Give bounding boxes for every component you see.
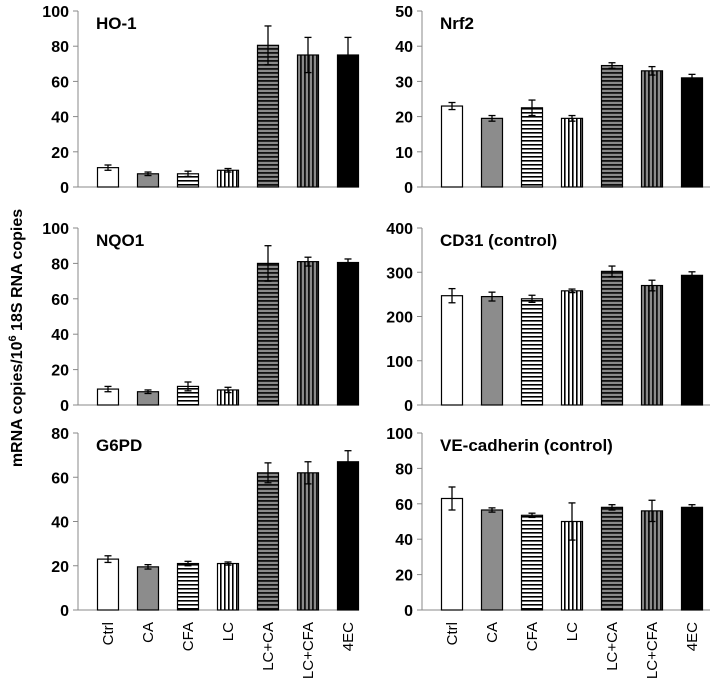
panel-1: 0 10 20 30 40 50 Nrf2 <box>395 4 710 197</box>
x-category-label: Ctrl <box>100 622 117 645</box>
bar-4ec <box>336 261 360 406</box>
y-tick-label: 0 <box>60 398 69 415</box>
bar-4ec <box>680 77 704 188</box>
bar-lc <box>560 290 584 406</box>
bar-lc <box>216 169 240 188</box>
y-tick-label: 100 <box>386 354 413 371</box>
panel-4: 0 20 40 60 80 G6PD <box>51 426 360 620</box>
panel-title: G6PD <box>96 436 142 455</box>
bar-lc <box>560 117 584 188</box>
bar-ca <box>136 566 160 611</box>
panel-title: VE-cadherin (control) <box>440 436 613 455</box>
y-tick-label: 40 <box>51 110 69 127</box>
panel-title: CD31 (control) <box>440 231 557 250</box>
bar-lc <box>216 562 240 611</box>
x-category-label: CFA <box>524 622 541 651</box>
bar-4ec <box>680 506 704 611</box>
y-tick-label: 40 <box>395 532 413 549</box>
y-tick-label: 60 <box>51 74 69 91</box>
y-tick-label: 40 <box>395 39 413 56</box>
bar-ctrl <box>440 497 464 611</box>
y-tick-label: 20 <box>51 559 69 576</box>
y-tick-label: 40 <box>51 515 69 532</box>
bar-lc-cfa <box>640 70 664 188</box>
y-tick-label: 60 <box>395 497 413 514</box>
bar-ctrl <box>440 105 464 188</box>
y-tick-label: 0 <box>404 398 413 415</box>
y-tick-label: 20 <box>395 110 413 127</box>
bar-lc-ca <box>600 270 624 406</box>
x-category-label: 4EC <box>340 622 357 651</box>
bar-cfa <box>520 514 544 611</box>
y-tick-label: 60 <box>51 292 69 309</box>
y-tick-label: 0 <box>60 603 69 620</box>
y-tick-label: 20 <box>51 145 69 162</box>
panel-title: NQO1 <box>96 231 144 250</box>
bar-lc-cfa <box>640 284 664 406</box>
bar-lc-ca <box>600 64 624 188</box>
x-category-label: CFA <box>180 622 197 651</box>
y-axis-label: mRNA copies/106 18S RNA copies <box>7 209 26 467</box>
y-tick-label: 100 <box>42 4 69 21</box>
panel-0: 0 20 40 60 80 100 HO-1 <box>42 4 360 197</box>
x-category-label: LC+CFA <box>644 622 661 679</box>
x-category-label: LC <box>564 622 581 641</box>
y-tick-label: 20 <box>51 363 69 380</box>
y-tick-label: 80 <box>51 39 69 56</box>
y-tick-label: 300 <box>386 265 413 282</box>
bar-ctrl <box>440 295 464 406</box>
y-tick-label: 0 <box>60 180 69 197</box>
y-tick-label: 80 <box>395 461 413 478</box>
bar-ca <box>480 509 504 611</box>
bar-lc-ca <box>256 44 280 188</box>
bar-lc-cfa <box>640 510 664 611</box>
panel-title: HO-1 <box>96 14 137 33</box>
bar-lc-cfa <box>296 472 320 611</box>
x-category-label: 4EC <box>684 622 701 651</box>
x-category-label: LC <box>220 622 237 641</box>
y-tick-label: 0 <box>404 180 413 197</box>
bar-lc-ca <box>256 262 280 406</box>
x-category-label: LC+CA <box>604 622 621 671</box>
bar-lc-ca <box>600 506 624 611</box>
bar-4ec <box>336 461 360 611</box>
y-tick-label: 100 <box>386 426 413 443</box>
bar-ctrl <box>96 558 120 611</box>
x-category-label: LC+CA <box>260 622 277 671</box>
y-tick-label: 20 <box>395 568 413 585</box>
y-tick-label: 50 <box>395 4 413 21</box>
bar-4ec <box>336 54 360 188</box>
y-tick-label: 10 <box>395 145 413 162</box>
panel-5: 0 20 40 60 80 100 VE-cadherin (control) <box>386 426 710 620</box>
bar-lc-ca <box>256 472 280 611</box>
y-tick-label: 60 <box>51 470 69 487</box>
x-category-label: CA <box>484 622 501 643</box>
panel-3: 0 100 200 300 400 CD31 (control) <box>386 221 710 415</box>
panel-2: 0 20 40 60 80 100 NQO1 <box>42 221 360 415</box>
bar-ca <box>480 295 504 406</box>
y-tick-label: 200 <box>386 310 413 327</box>
y-tick-label: 80 <box>51 426 69 443</box>
bar-cfa <box>520 298 544 406</box>
x-category-label: LC+CFA <box>300 622 317 679</box>
y-tick-label: 100 <box>42 221 69 238</box>
y-tick-label: 30 <box>395 74 413 91</box>
x-category-label: Ctrl <box>444 622 461 645</box>
y-tick-label: 80 <box>51 256 69 273</box>
bar-4ec <box>680 274 704 406</box>
bar-ca <box>480 117 504 188</box>
bar-lc-cfa <box>296 261 320 406</box>
x-category-label: CA <box>140 622 157 643</box>
bar-cfa <box>176 562 200 611</box>
panel-title: Nrf2 <box>440 14 474 33</box>
y-tick-label: 40 <box>51 327 69 344</box>
y-tick-label: 400 <box>386 221 413 238</box>
bar-lc-cfa <box>296 54 320 188</box>
bar-cfa <box>520 107 544 188</box>
y-tick-label: 0 <box>404 603 413 620</box>
